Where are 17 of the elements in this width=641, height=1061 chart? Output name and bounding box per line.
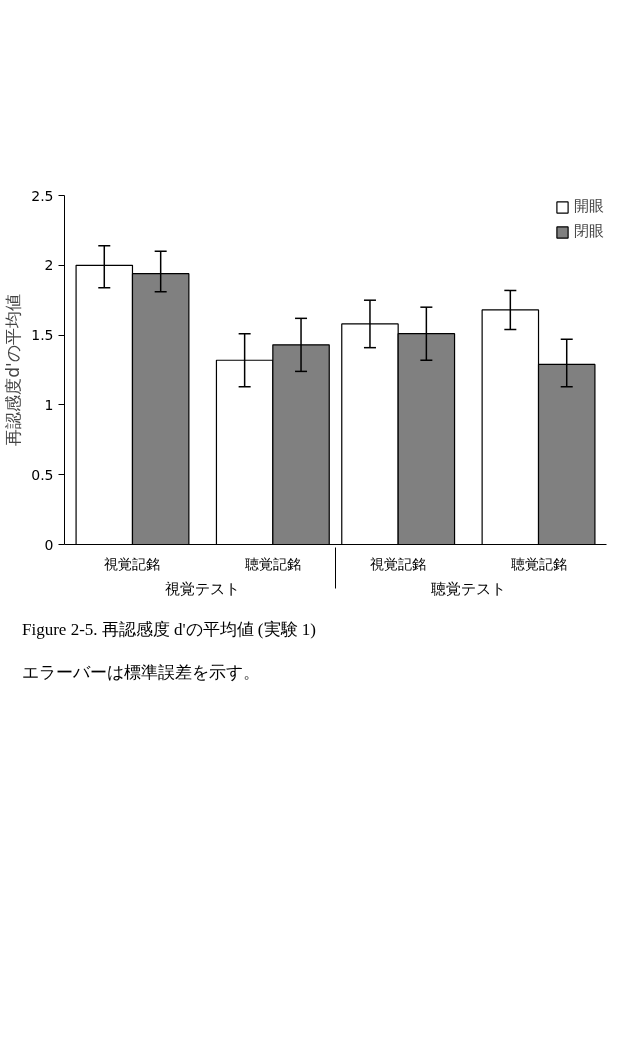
x-tick-label: 聴覚記銘 — [510, 555, 567, 572]
y-tick-label: 2.5 — [31, 187, 54, 204]
y-tick-label: 2 — [44, 257, 54, 274]
legend-label: 開眼 — [574, 197, 604, 216]
x-tick-label: 聴覚記銘 — [244, 555, 301, 572]
y-tick-label: 0 — [44, 536, 54, 553]
legend-label: 閉眼 — [574, 222, 604, 241]
text: 聴覚テスト — [430, 579, 506, 598]
y-tick-label: 1.5 — [31, 327, 54, 344]
x-tick-label: 視覚記銘 — [370, 555, 427, 572]
y-tick-label: 0.5 — [31, 466, 54, 483]
y-tick-label: 1 — [44, 396, 54, 413]
text: エラーバーは標準誤差を示す。 — [22, 662, 260, 685]
caption: Figure 2-5. 再認感度 d'の平均値 (実験 1) — [22, 619, 316, 641]
text: 視覚テスト — [165, 579, 241, 598]
y-axis-title: 再認感度d'の平均値 — [3, 294, 24, 446]
x-tick-label: 視覚記銘 — [104, 555, 161, 572]
